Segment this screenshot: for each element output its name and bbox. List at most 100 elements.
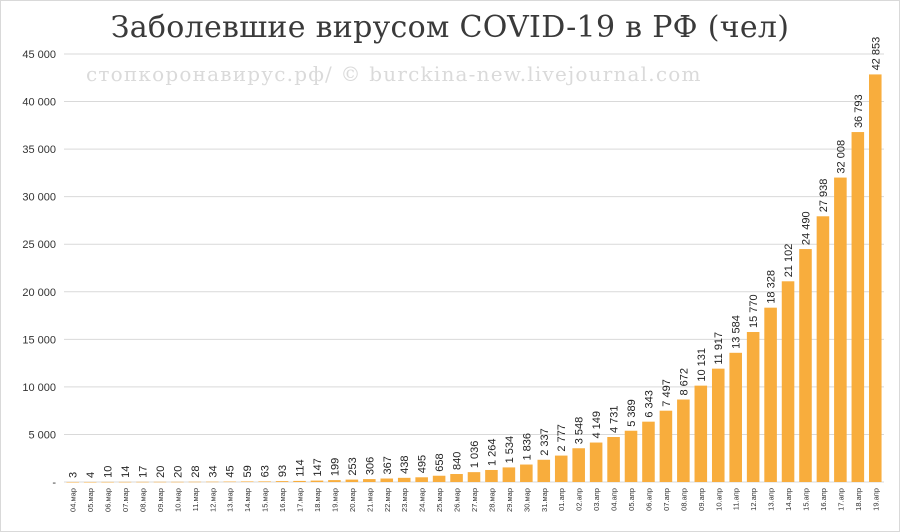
bar (118, 481, 132, 483)
data-label: 199 (329, 458, 341, 476)
bar (415, 477, 428, 482)
data-label: 4 (85, 472, 97, 478)
data-label: 59 (242, 465, 254, 477)
bar (467, 472, 481, 482)
data-label: 10 (103, 466, 115, 478)
data-label: 10 131 (696, 348, 708, 382)
x-tick-label: 21.мар (365, 488, 374, 512)
bar (258, 481, 271, 482)
bar (764, 307, 777, 482)
data-label: 20 (155, 466, 167, 478)
bar (188, 481, 202, 483)
x-tick-label: 10.апр (714, 488, 723, 511)
x-tick-label: 13.мар (226, 488, 235, 512)
bar (380, 478, 394, 482)
bar (136, 481, 149, 483)
bar (781, 281, 795, 482)
y-tick-label: 20 000 (22, 287, 56, 299)
data-label: 8 672 (678, 368, 690, 396)
x-tick-label: 19.апр (871, 488, 880, 511)
bar (66, 481, 80, 483)
data-label: 18 328 (766, 270, 778, 304)
data-label: 1 836 (521, 433, 533, 461)
bar (485, 469, 498, 482)
bar (834, 177, 847, 482)
x-tick-label: 15.мар (261, 488, 270, 512)
x-tick-label: 18.мар (313, 488, 322, 512)
grid-lines (64, 53, 884, 483)
data-label: 14 (120, 466, 132, 478)
x-tick-label: 13.апр (767, 488, 776, 511)
y-tick-label: 25 000 (22, 239, 56, 251)
x-tick-label: 16.апр (819, 488, 828, 511)
bar (363, 479, 376, 482)
data-label: 114 (295, 459, 307, 477)
bar (799, 249, 812, 482)
bar (432, 475, 446, 482)
y-tick-label: 5 000 (28, 429, 56, 441)
data-label: 1 534 (504, 436, 516, 464)
bar (328, 480, 341, 482)
data-label: 63 (260, 465, 272, 477)
data-label: 495 (417, 455, 429, 473)
x-tick-label: 08.мар (139, 488, 148, 512)
data-label: 658 (434, 453, 446, 471)
y-axis-ticks: - 5 000 10 000 15 000 20 000 25 000 30 000 35 0… (22, 49, 56, 489)
data-label: 2 337 (539, 428, 551, 456)
x-tick-label: 14.апр (784, 488, 793, 511)
x-tick-label: 31.мар (540, 488, 549, 512)
bar (677, 399, 690, 482)
x-tick-label: 07.апр (662, 488, 671, 511)
chart-title: Заболевшие вирусом COVID-19 в РФ (чел) (110, 10, 790, 45)
x-tick-label: 08.апр (679, 488, 688, 511)
data-label: 17 (138, 466, 150, 478)
bar (502, 467, 516, 482)
x-axis-ticks: 04.мар 05.мар 06.мар 07.мар 08.мар 09.мар 10.м… (69, 488, 881, 512)
data-label: 5 389 (626, 399, 638, 427)
x-tick-label: 30.мар (522, 488, 531, 512)
data-label: 306 (364, 457, 376, 475)
y-tick-label: 10 000 (22, 382, 56, 394)
data-label: 438 (399, 455, 411, 473)
data-label: 3 (68, 472, 80, 478)
x-tick-label: 01.апр (557, 488, 566, 511)
x-tick-label: 12.апр (749, 488, 758, 511)
x-tick-label: 06.апр (644, 488, 653, 511)
bar (607, 437, 620, 482)
y-tick-label: 30 000 (22, 192, 56, 204)
x-tick-label: 03.апр (592, 488, 601, 511)
x-tick-label: 06.мар (104, 488, 113, 512)
bar (729, 352, 742, 482)
data-label: 32 008 (835, 140, 847, 174)
y-tick-label: 15 000 (22, 334, 56, 346)
bar (223, 481, 237, 483)
bar (240, 481, 254, 482)
data-label: 3 548 (574, 417, 586, 445)
x-tick-label: 14.мар (243, 488, 252, 512)
bar (345, 479, 359, 482)
x-tick-label: 29.мар (505, 488, 514, 512)
bar (554, 455, 568, 482)
x-tick-label: 23.мар (400, 488, 409, 512)
y-tick-label: 40 000 (22, 97, 56, 109)
bar (711, 368, 725, 482)
bar (171, 481, 184, 483)
x-tick-label: 22.мар (383, 488, 392, 512)
bar (659, 410, 673, 482)
data-label: 21 102 (783, 244, 795, 278)
bar (101, 481, 114, 483)
data-label: 24 490 (800, 211, 812, 245)
bar (572, 448, 585, 482)
data-label: 147 (312, 458, 324, 476)
bar (589, 442, 603, 482)
x-tick-label: 27.мар (470, 488, 479, 512)
x-tick-label: 05.апр (627, 488, 636, 511)
bar (275, 481, 289, 482)
bar (520, 464, 533, 482)
x-tick-label: 02.апр (575, 488, 584, 511)
x-tick-label: 28.мар (487, 488, 496, 512)
x-tick-label: 26.мар (453, 488, 462, 512)
data-labels: 3 4 10 14 17 20 20 28 34 45 59 63 93 114 147 199 253 306 3… (68, 37, 883, 478)
bar (310, 480, 324, 482)
data-label: 4 731 (609, 405, 621, 433)
